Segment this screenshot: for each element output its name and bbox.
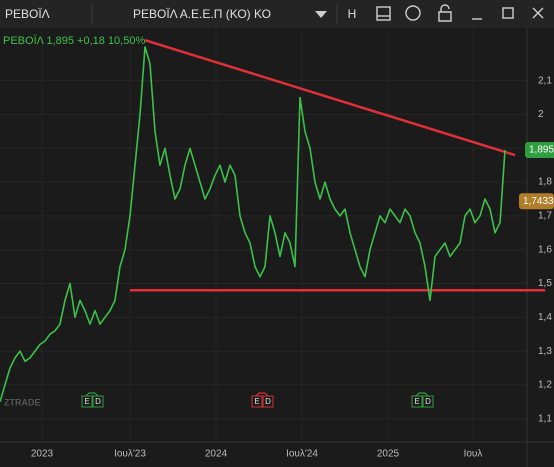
toolbar [0,0,554,28]
y-tick-label: 1,3 [538,346,552,357]
y-tick-label: 1,4 [538,312,552,323]
event-badge [422,395,434,408]
price-line [0,46,506,403]
y-tick-label: 2,1 [538,75,552,86]
legend: ΡΕΒΟΪΛ 1,895 +0,18 10,50% [3,35,145,47]
watermark: ZTRADE [4,397,41,407]
y-tick-label: 1,1 [538,413,552,424]
y-tick-label: 1,5 [538,278,552,289]
dropdown-arrow[interactable] [315,11,327,18]
toolbar-icons [376,4,544,22]
y-tick-label: 1,2 [538,380,552,391]
price-tag-label: 1,895 [529,145,554,156]
trendline [144,38,516,157]
event-badge [262,395,274,408]
x-tick-label: 2023 [31,449,54,460]
price-tag [525,141,554,158]
legend-change-pct: 10,50% [108,35,146,47]
maximize-icon[interactable] [502,7,514,19]
event-label: E [414,397,419,406]
price-tag-label: 1,7433 [523,196,554,207]
x-tick-label: Ιουλ'23 [114,449,146,460]
x-tick-label: 2025 [377,449,400,460]
price-tag [519,193,554,210]
legend-change: +0,18 [77,35,105,47]
y-tick-label: 2 [538,109,544,120]
mode-button[interactable]: H [348,7,357,21]
event-label: D [265,397,271,406]
event-badge [92,395,104,408]
symbol[interactable]: ΡΕΒΟΪΛ [5,7,50,21]
y-tick-label: 1,8 [538,177,552,188]
legend-name: ΡΕΒΟΪΛ [3,35,45,47]
x-tick-label: Ιουλ [464,449,483,460]
event-badge [251,395,263,408]
event-badge [81,395,93,408]
layout-icon[interactable] [376,6,391,21]
x-tick-label: Ιουλ'24 [286,449,318,460]
lock-icon[interactable] [438,4,452,22]
legend-last: 1,895 [46,35,74,47]
event-badge [411,395,423,408]
x-tick-label: 2024 [205,449,228,460]
event-label: D [425,397,431,406]
quote-icon[interactable] [405,5,421,21]
event-label: E [254,397,259,406]
instrument[interactable]: ΡΕΒΟΪΛ Α.Ε.Ε.Π (ΚΟ) ΚΟ [133,7,271,21]
close-icon[interactable] [532,7,544,19]
plot-area: 2,121,91,81,71,61,51,41,31,21,12023Ιουλ'… [0,28,554,467]
event-label: D [95,397,101,406]
y-tick-label: 1,6 [538,244,552,255]
event-label: E [84,397,89,406]
y-tick-label: 1,7 [538,211,552,222]
